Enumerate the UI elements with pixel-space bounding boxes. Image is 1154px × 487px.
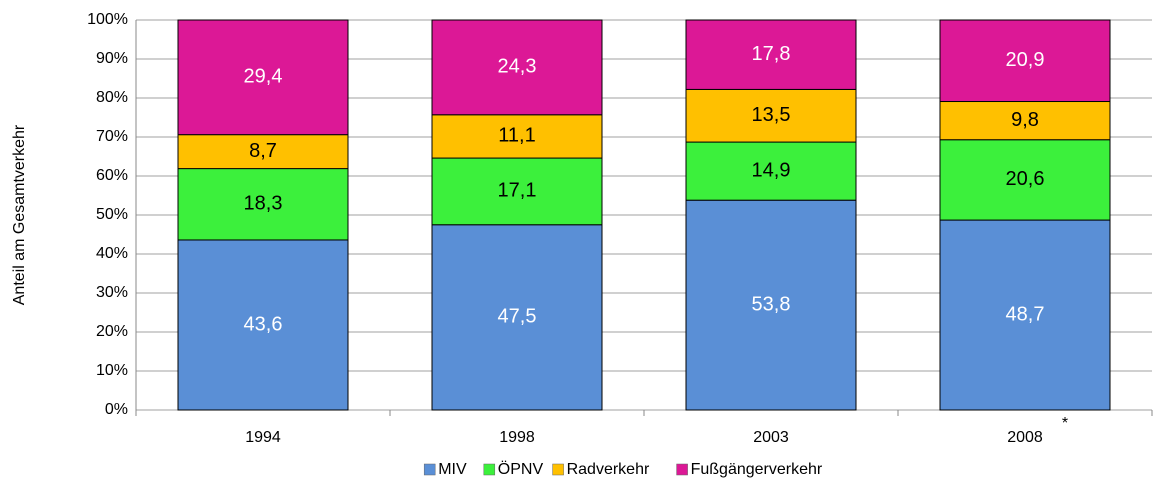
x-tick-label: 2008 xyxy=(1007,429,1043,446)
legend-swatch xyxy=(676,463,688,476)
value-label: 9,8 xyxy=(1011,109,1039,131)
value-label: 29,4 xyxy=(244,66,283,88)
bar-segment xyxy=(685,19,857,90)
value-label: 17,1 xyxy=(498,180,537,202)
legend-label: ÖPNV xyxy=(498,460,544,478)
y-tick-label: 0% xyxy=(105,401,128,418)
bar-segment xyxy=(431,19,603,116)
annotation: * xyxy=(1062,415,1068,432)
y-axis-label: Anteil am Gesamtverkehr xyxy=(11,124,28,305)
y-tick-label: 40% xyxy=(96,245,128,262)
x-tick-label: 1994 xyxy=(245,429,281,446)
bar-segment xyxy=(431,157,603,226)
x-tick-label: 1998 xyxy=(499,429,535,446)
y-tick-label: 30% xyxy=(96,284,128,301)
bar-segment xyxy=(939,101,1111,141)
legend-label: Fußgängerverkehr xyxy=(691,461,823,478)
value-label: 48,7 xyxy=(1006,303,1045,325)
legend-swatch xyxy=(483,463,496,476)
bar-segment xyxy=(177,134,349,170)
bar-segment xyxy=(939,139,1111,221)
y-tick-label: 70% xyxy=(96,128,128,145)
value-label: 53,8 xyxy=(752,293,791,315)
value-label: 14,9 xyxy=(752,159,791,181)
y-tick-label: 50% xyxy=(96,206,128,223)
value-label: 47,5 xyxy=(498,306,537,328)
y-tick-label: 10% xyxy=(96,362,128,379)
bar-segment xyxy=(177,168,349,241)
y-tick-label: 80% xyxy=(96,89,128,106)
y-tick-label: 60% xyxy=(96,167,128,184)
bar-segment xyxy=(685,141,857,201)
value-label: 8,7 xyxy=(249,140,277,162)
y-tick-label: 20% xyxy=(96,323,128,340)
bar-segment xyxy=(939,19,1111,103)
value-label: 18,3 xyxy=(244,193,283,215)
legend-swatch xyxy=(423,463,436,476)
bar-segment xyxy=(431,224,603,411)
bar-segment xyxy=(177,19,349,136)
value-label: 13,5 xyxy=(752,104,791,126)
y-tick-label: 100% xyxy=(87,11,128,28)
x-tick-label: 2003 xyxy=(753,429,789,446)
value-label: 20,9 xyxy=(1006,49,1045,71)
legend-label: Radverkehr xyxy=(567,461,650,478)
legend-label: MIV xyxy=(438,461,467,478)
bar-segment xyxy=(177,239,349,411)
value-label: 11,1 xyxy=(498,125,535,147)
bar-segment xyxy=(685,199,857,411)
value-label: 43,6 xyxy=(244,313,283,335)
value-label: 20,6 xyxy=(1006,168,1045,190)
y-tick-label: 90% xyxy=(96,50,128,67)
value-label: 24,3 xyxy=(498,56,537,78)
value-label: 17,8 xyxy=(752,43,791,65)
bar-segment xyxy=(939,219,1111,411)
legend-swatch xyxy=(552,463,564,476)
